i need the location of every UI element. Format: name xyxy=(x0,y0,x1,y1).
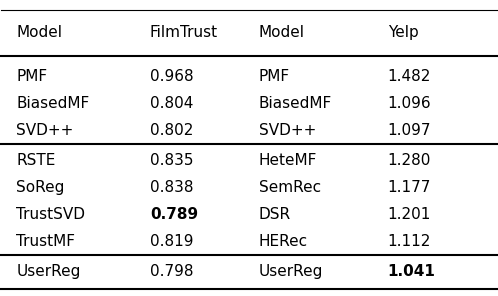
Text: RSTE: RSTE xyxy=(16,153,56,168)
Text: UserReg: UserReg xyxy=(259,264,323,279)
Text: Yelp: Yelp xyxy=(387,25,418,41)
Text: TrustMF: TrustMF xyxy=(16,234,75,249)
Text: HeteMF: HeteMF xyxy=(259,153,317,168)
Text: HERec: HERec xyxy=(259,234,308,249)
Text: 0.798: 0.798 xyxy=(150,264,193,279)
Text: 1.112: 1.112 xyxy=(387,234,431,249)
Text: TrustSVD: TrustSVD xyxy=(16,207,85,222)
Text: 1.041: 1.041 xyxy=(387,264,436,279)
Text: SVD++: SVD++ xyxy=(16,123,74,138)
Text: 1.201: 1.201 xyxy=(387,207,431,222)
Text: Model: Model xyxy=(16,25,62,41)
Text: DSR: DSR xyxy=(259,207,291,222)
Text: 1.096: 1.096 xyxy=(387,96,431,111)
Text: Model: Model xyxy=(259,25,305,41)
Text: 1.482: 1.482 xyxy=(387,69,431,84)
Text: 0.804: 0.804 xyxy=(150,96,193,111)
Text: 0.835: 0.835 xyxy=(150,153,193,168)
Text: UserReg: UserReg xyxy=(16,264,81,279)
Text: 0.968: 0.968 xyxy=(150,69,194,84)
Text: BiasedMF: BiasedMF xyxy=(259,96,332,111)
Text: BiasedMF: BiasedMF xyxy=(16,96,90,111)
Text: 1.097: 1.097 xyxy=(387,123,431,138)
Text: 0.802: 0.802 xyxy=(150,123,193,138)
Text: 1.280: 1.280 xyxy=(387,153,431,168)
Text: FilmTrust: FilmTrust xyxy=(150,25,218,41)
Text: SoReg: SoReg xyxy=(16,180,65,195)
Text: SemRec: SemRec xyxy=(259,180,321,195)
Text: PMF: PMF xyxy=(259,69,290,84)
Text: 0.789: 0.789 xyxy=(150,207,198,222)
Text: SVD++: SVD++ xyxy=(259,123,316,138)
Text: 1.177: 1.177 xyxy=(387,180,431,195)
Text: PMF: PMF xyxy=(16,69,47,84)
Text: 0.819: 0.819 xyxy=(150,234,193,249)
Text: 0.838: 0.838 xyxy=(150,180,193,195)
